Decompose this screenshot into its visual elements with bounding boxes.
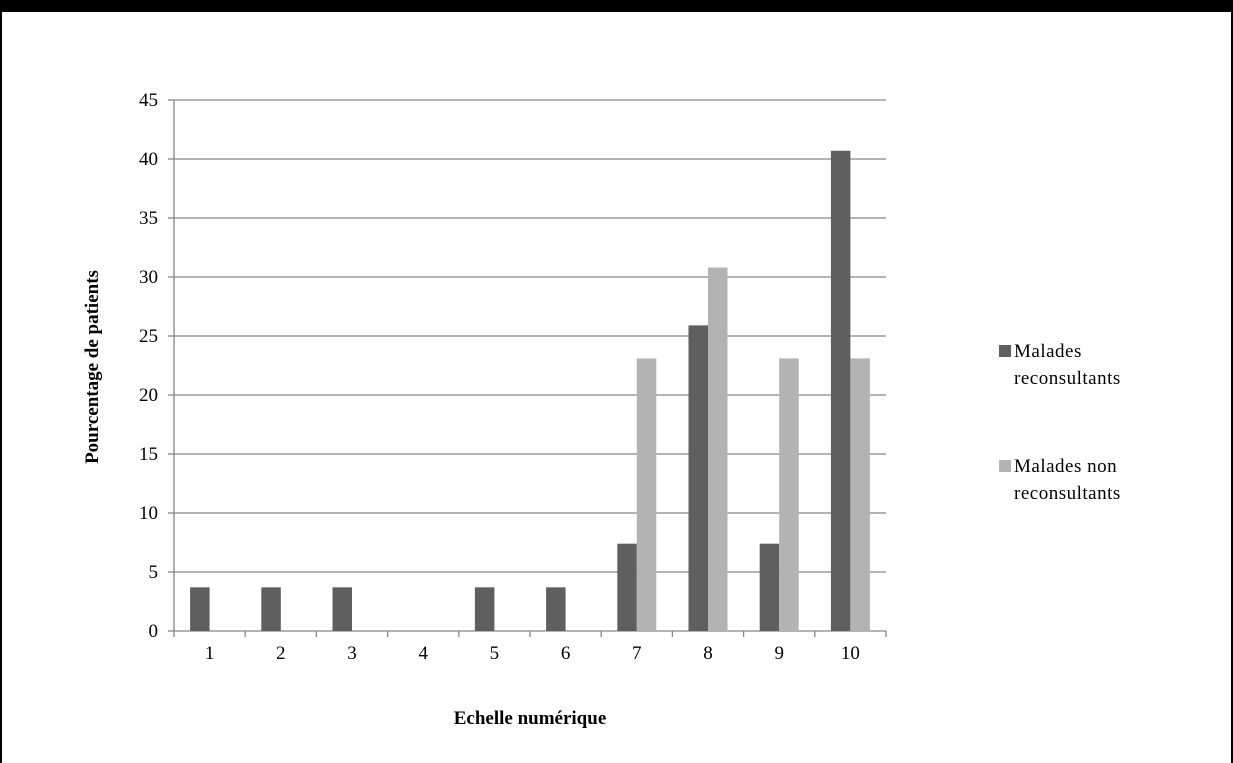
legend: Malades reconsultants Malades non recons…: [999, 341, 1121, 504]
bar-reconsultants-9: [759, 543, 780, 631]
y-tick-label: 40: [139, 149, 158, 170]
legend-label-non-reconsultants-line1: Malades non: [1014, 456, 1117, 477]
x-tick-label: 9: [774, 643, 784, 664]
bar-reconsultants-8: [688, 325, 708, 631]
x-tick-label: 7: [632, 643, 642, 664]
legend-swatch-non-reconsultants: [999, 460, 1011, 472]
legend-label-reconsultants-line2: reconsultants: [1014, 368, 1121, 389]
bar-reconsultants-3: [332, 587, 352, 631]
x-tick-label: 10: [841, 643, 860, 664]
bar-non-reconsultants-8: [708, 267, 728, 631]
legend-swatch-reconsultants: [999, 345, 1011, 357]
x-tick-label: 2: [276, 643, 286, 664]
x-tick-label: 3: [347, 643, 357, 664]
bar-non-reconsultants-7: [636, 358, 657, 631]
y-axis-title: Pourcentage de patients: [82, 270, 103, 464]
bar-reconsultants-10: [830, 150, 851, 632]
bar-non-reconsultants-9: [779, 358, 799, 631]
x-axis-title: Echelle numérique: [454, 708, 607, 729]
legend-label-reconsultants-line1: Malades: [1014, 341, 1082, 362]
y-tick-label: 45: [139, 90, 158, 111]
bars: [190, 150, 870, 632]
x-tick-label: 8: [703, 643, 713, 664]
x-tick-label: 6: [561, 643, 571, 664]
x-tick-labels: 1 2 3 4 5 6 7 8 9 10: [205, 643, 860, 664]
y-tick-label: 25: [139, 326, 158, 347]
y-tick-label: 10: [139, 503, 158, 524]
x-tick-label: 4: [418, 643, 428, 664]
bar-reconsultants-2: [261, 587, 281, 631]
bar-reconsultants-1: [190, 587, 210, 631]
gridlines: [168, 99, 887, 637]
legend-item-reconsultants: Malades reconsultants: [999, 341, 1121, 389]
bar-reconsultants-6: [546, 587, 566, 631]
bar-non-reconsultants-10: [850, 358, 870, 631]
legend-label-non-reconsultants-line2: reconsultants: [1014, 483, 1121, 504]
legend-item-non-reconsultants: Malades non reconsultants: [999, 456, 1121, 504]
y-tick-label: 15: [139, 444, 158, 465]
x-tick-label: 5: [490, 643, 500, 664]
y-tick-labels: 0 5 10 15 20 25 30 35 40 45: [139, 90, 158, 642]
x-tick-label: 1: [205, 643, 215, 664]
y-tick-label: 35: [139, 208, 158, 229]
y-tick-label: 0: [149, 621, 159, 642]
y-tick-label: 5: [149, 562, 159, 583]
bar-reconsultants-5: [474, 587, 495, 631]
y-tick-label: 20: [139, 385, 158, 406]
bar-reconsultants-7: [617, 543, 637, 631]
y-tick-label: 30: [139, 267, 158, 288]
